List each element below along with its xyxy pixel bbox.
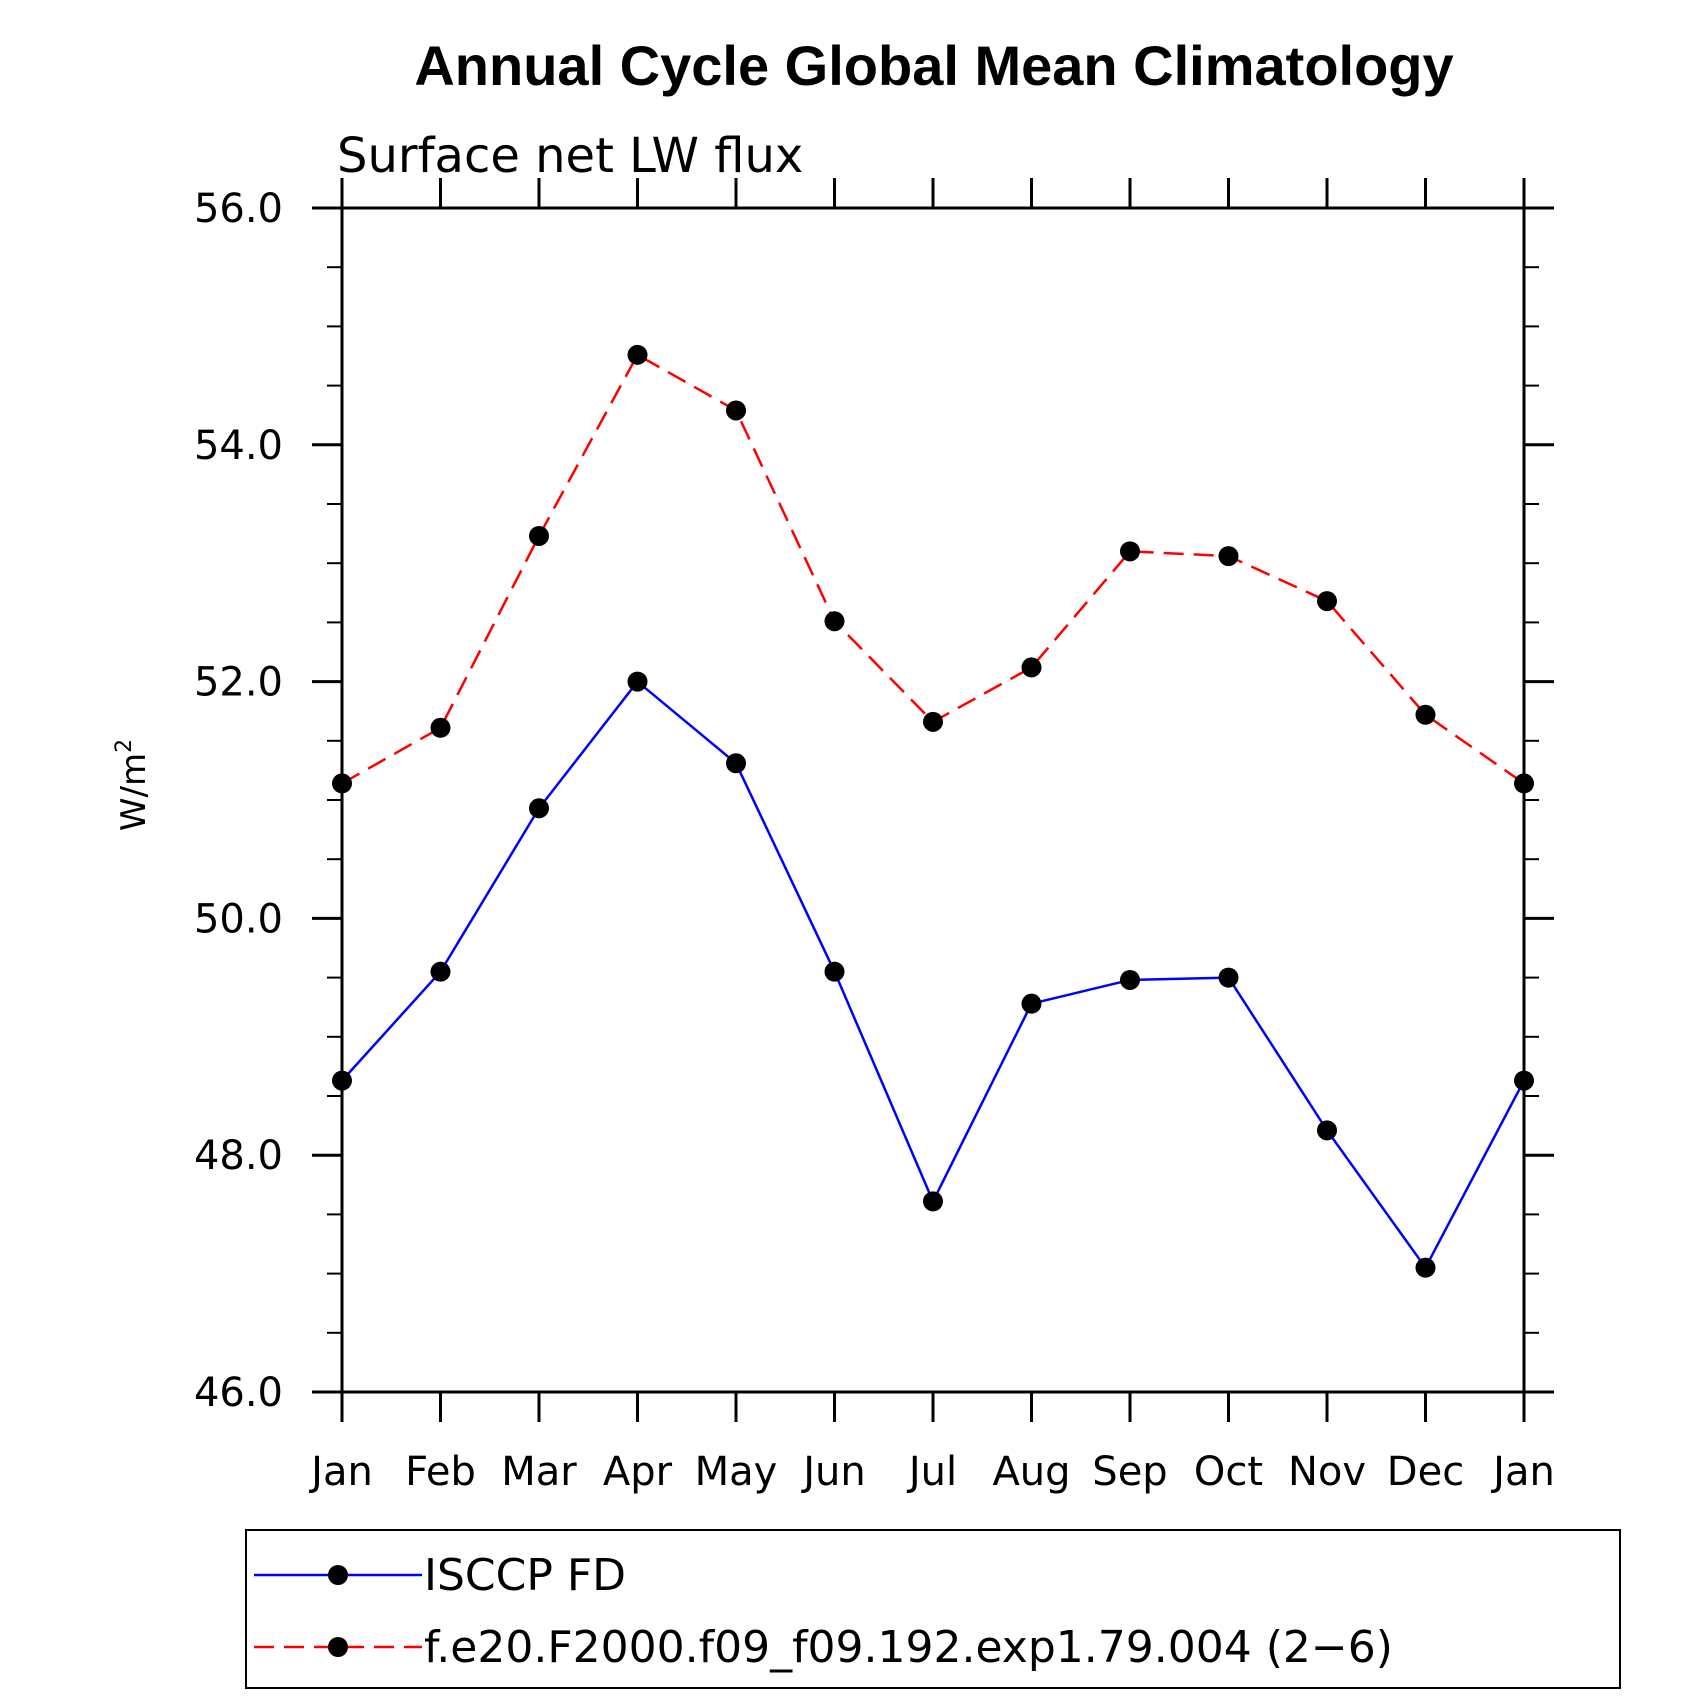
data-point-model [726, 400, 746, 421]
legend-marker-isccp [328, 1565, 348, 1585]
data-point-model [332, 773, 352, 794]
axes: Jan Feb Mar Apr May Jun Jul Aug Sep Oct Nov Dec Jan 4… [194, 178, 1555, 1495]
x-tick-label: Oct [1194, 1449, 1263, 1495]
data-point-isccp [430, 961, 451, 982]
legend-box [245, 1529, 1621, 1689]
data-point-isccp [1317, 1120, 1337, 1141]
data-point-model [1317, 591, 1337, 612]
x-tick-label: Jul [906, 1449, 957, 1495]
data-point-model [1218, 546, 1239, 567]
y-axis-label-sup: 2 [112, 739, 137, 753]
data-point-isccp [923, 1191, 943, 1212]
x-tick-label: Dec [1387, 1449, 1464, 1495]
x-tick-label: Jan [1490, 1449, 1555, 1495]
y-tick-label: 52.0 [194, 660, 283, 706]
data-point-isccp [627, 671, 648, 692]
x-tick-label: Apr [603, 1449, 673, 1495]
data-point-model [529, 525, 549, 546]
data-point-model [1120, 541, 1140, 562]
series-line-isccp [341, 679, 1526, 1271]
data-point-model [430, 717, 451, 738]
x-tick-label: Mar [501, 1449, 577, 1495]
data-point-model [824, 611, 845, 632]
data-point-model [923, 711, 943, 732]
y-tick-label: 56.0 [194, 186, 283, 232]
data-point-model [627, 344, 648, 365]
legend-label-model: f.e20.F2000.f09_f09.192.exp1.79.004 (2−6… [424, 1622, 1393, 1673]
x-tick-label: Jun [800, 1449, 866, 1495]
legend-marker-model [328, 1637, 348, 1657]
legend: ISCCP FD f.e20.F2000.f09_f09.192.exp1.79… [245, 1529, 1621, 1689]
data-point-isccp [529, 798, 549, 819]
x-tick-label: Aug [992, 1449, 1070, 1495]
plot-frame [340, 206, 1526, 1394]
x-tick-label: Jan [308, 1449, 373, 1495]
data-point-isccp [1021, 993, 1042, 1014]
chart-subtitle: Surface net LW flux [337, 128, 803, 184]
data-point-isccp [332, 1070, 352, 1091]
data-point-isccp [824, 961, 845, 982]
data-point-model [1021, 657, 1042, 678]
y-axis-label: W/m2 [112, 739, 154, 831]
legend-label-isccp: ISCCP FD [424, 1550, 626, 1601]
y-tick-label: 48.0 [194, 1133, 283, 1179]
data-point-isccp [1514, 1070, 1534, 1091]
x-tick-label: Feb [405, 1449, 476, 1495]
x-tick-label: Nov [1288, 1449, 1366, 1495]
y-tick-label: 50.0 [194, 896, 283, 942]
series-lines [341, 353, 1526, 1271]
data-point-isccp [1120, 969, 1140, 990]
x-tick-label: Sep [1092, 1449, 1167, 1495]
y-tick-label: 54.0 [194, 423, 283, 469]
y-axis-label-unit: W/m [114, 753, 154, 831]
data-point-model [1514, 773, 1534, 794]
chart-title: Annual Cycle Global Mean Climatology [414, 34, 1453, 97]
series-markers [332, 344, 1534, 1278]
y-tick-label: 46.0 [194, 1370, 283, 1416]
x-tick-label: May [695, 1449, 778, 1495]
data-point-isccp [726, 753, 746, 774]
data-point-isccp [1218, 967, 1239, 988]
data-point-isccp [1415, 1257, 1436, 1278]
data-point-model [1415, 704, 1436, 725]
